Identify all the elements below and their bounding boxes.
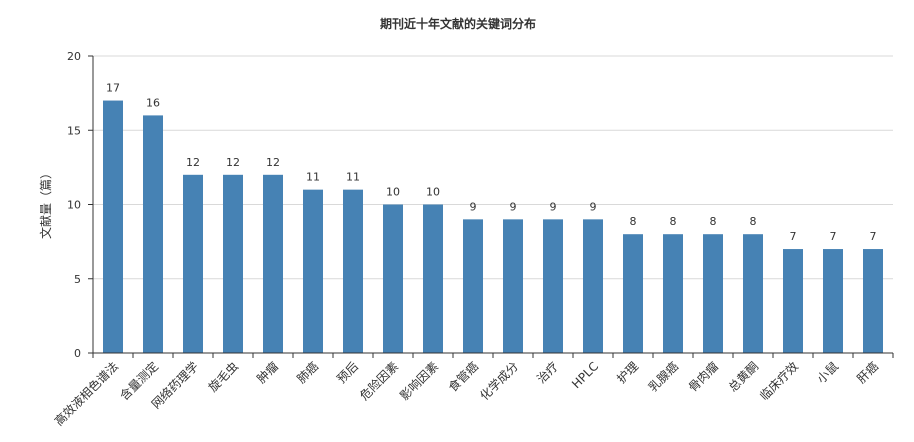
bar-15 — [703, 234, 723, 353]
data-label-9: 9 — [470, 200, 477, 213]
bar-11 — [543, 219, 563, 353]
x-tick-label-15: 骨肉瘤 — [685, 359, 721, 395]
axes — [92, 56, 894, 358]
bar-16 — [743, 234, 763, 353]
data-label-19: 7 — [870, 230, 877, 243]
bar-19 — [863, 249, 883, 353]
data-label-18: 7 — [830, 230, 837, 243]
bar-4 — [263, 174, 283, 353]
x-tick-label-14: 乳腺癌 — [645, 359, 681, 395]
data-label-5: 11 — [306, 171, 320, 184]
gridlines — [93, 55, 893, 280]
x-tick-label-5: 肺癌 — [294, 359, 322, 387]
x-tick-label-8: 影响因素 — [397, 359, 442, 404]
y-tick-label-5: 5 — [74, 273, 81, 286]
data-label-13: 8 — [630, 215, 637, 228]
data-label-10: 9 — [510, 200, 517, 213]
bar-1 — [143, 115, 163, 354]
x-tick-label-16: 总黄酮 — [726, 359, 761, 394]
bar-18 — [823, 249, 843, 353]
x-tick-label-17: 临床疗效 — [757, 359, 802, 404]
chart-title: 期刊近十年文献的关键词分布 — [380, 16, 536, 31]
data-label-2: 12 — [186, 156, 200, 169]
bar-7 — [383, 204, 403, 353]
x-tick-label-0: 高效液相色谱法 — [51, 359, 121, 429]
data-label-7: 10 — [386, 186, 400, 199]
data-label-11: 9 — [550, 200, 557, 213]
bar-8 — [423, 204, 443, 353]
bars — [103, 100, 883, 354]
data-label-0: 17 — [106, 82, 120, 95]
data-label-16: 8 — [750, 215, 757, 228]
x-tick-label-19: 肝癌 — [854, 359, 882, 387]
x-tick-label-9: 食管癌 — [445, 359, 481, 395]
x-tick-label-12: HPLC — [569, 359, 601, 391]
y-tick-label-20: 20 — [67, 50, 81, 63]
bar-12 — [583, 219, 603, 353]
x-tick-label-11: 治疗 — [534, 359, 561, 386]
bar-17 — [783, 249, 803, 353]
x-tick-label-7: 危险因素 — [357, 359, 402, 404]
y-axis-ticks: 0 5 10 15 20 — [67, 50, 93, 360]
bar-0 — [103, 100, 123, 353]
data-label-1: 16 — [146, 96, 160, 109]
bar-3 — [223, 174, 243, 353]
x-tick-label-3: 旋毛虫 — [206, 359, 241, 394]
y-tick-label-10: 10 — [67, 199, 81, 212]
x-tick-label-13: 护理 — [614, 359, 641, 386]
data-label-8: 10 — [426, 186, 440, 199]
data-label-15: 8 — [710, 215, 717, 228]
data-label-12: 9 — [590, 200, 597, 213]
bar-14 — [663, 234, 683, 353]
x-tick-label-6: 预后 — [334, 359, 361, 386]
y-tick-label-0: 0 — [74, 347, 81, 360]
y-axis-label: 文献量（篇） — [38, 167, 53, 239]
bar-13 — [623, 234, 643, 353]
bar-10 — [503, 219, 523, 353]
x-tick-label-18: 小鼠 — [814, 359, 841, 386]
bar-5 — [303, 189, 323, 353]
bar-6 — [343, 189, 363, 353]
bar-9 — [463, 219, 483, 353]
data-labels: 17 16 12 12 12 11 11 10 10 9 9 9 9 8 8 8 8 7 7 7 — [106, 82, 877, 244]
data-label-4: 12 — [266, 156, 280, 169]
x-tick-label-4: 肿瘤 — [254, 359, 282, 387]
y-tick-label-15: 15 — [67, 124, 81, 137]
data-label-6: 11 — [346, 171, 360, 184]
x-tick-label-10: 化学成分 — [477, 359, 522, 404]
data-label-3: 12 — [226, 156, 240, 169]
data-label-17: 7 — [790, 230, 797, 243]
data-label-14: 8 — [670, 215, 677, 228]
bar-2 — [183, 174, 203, 353]
